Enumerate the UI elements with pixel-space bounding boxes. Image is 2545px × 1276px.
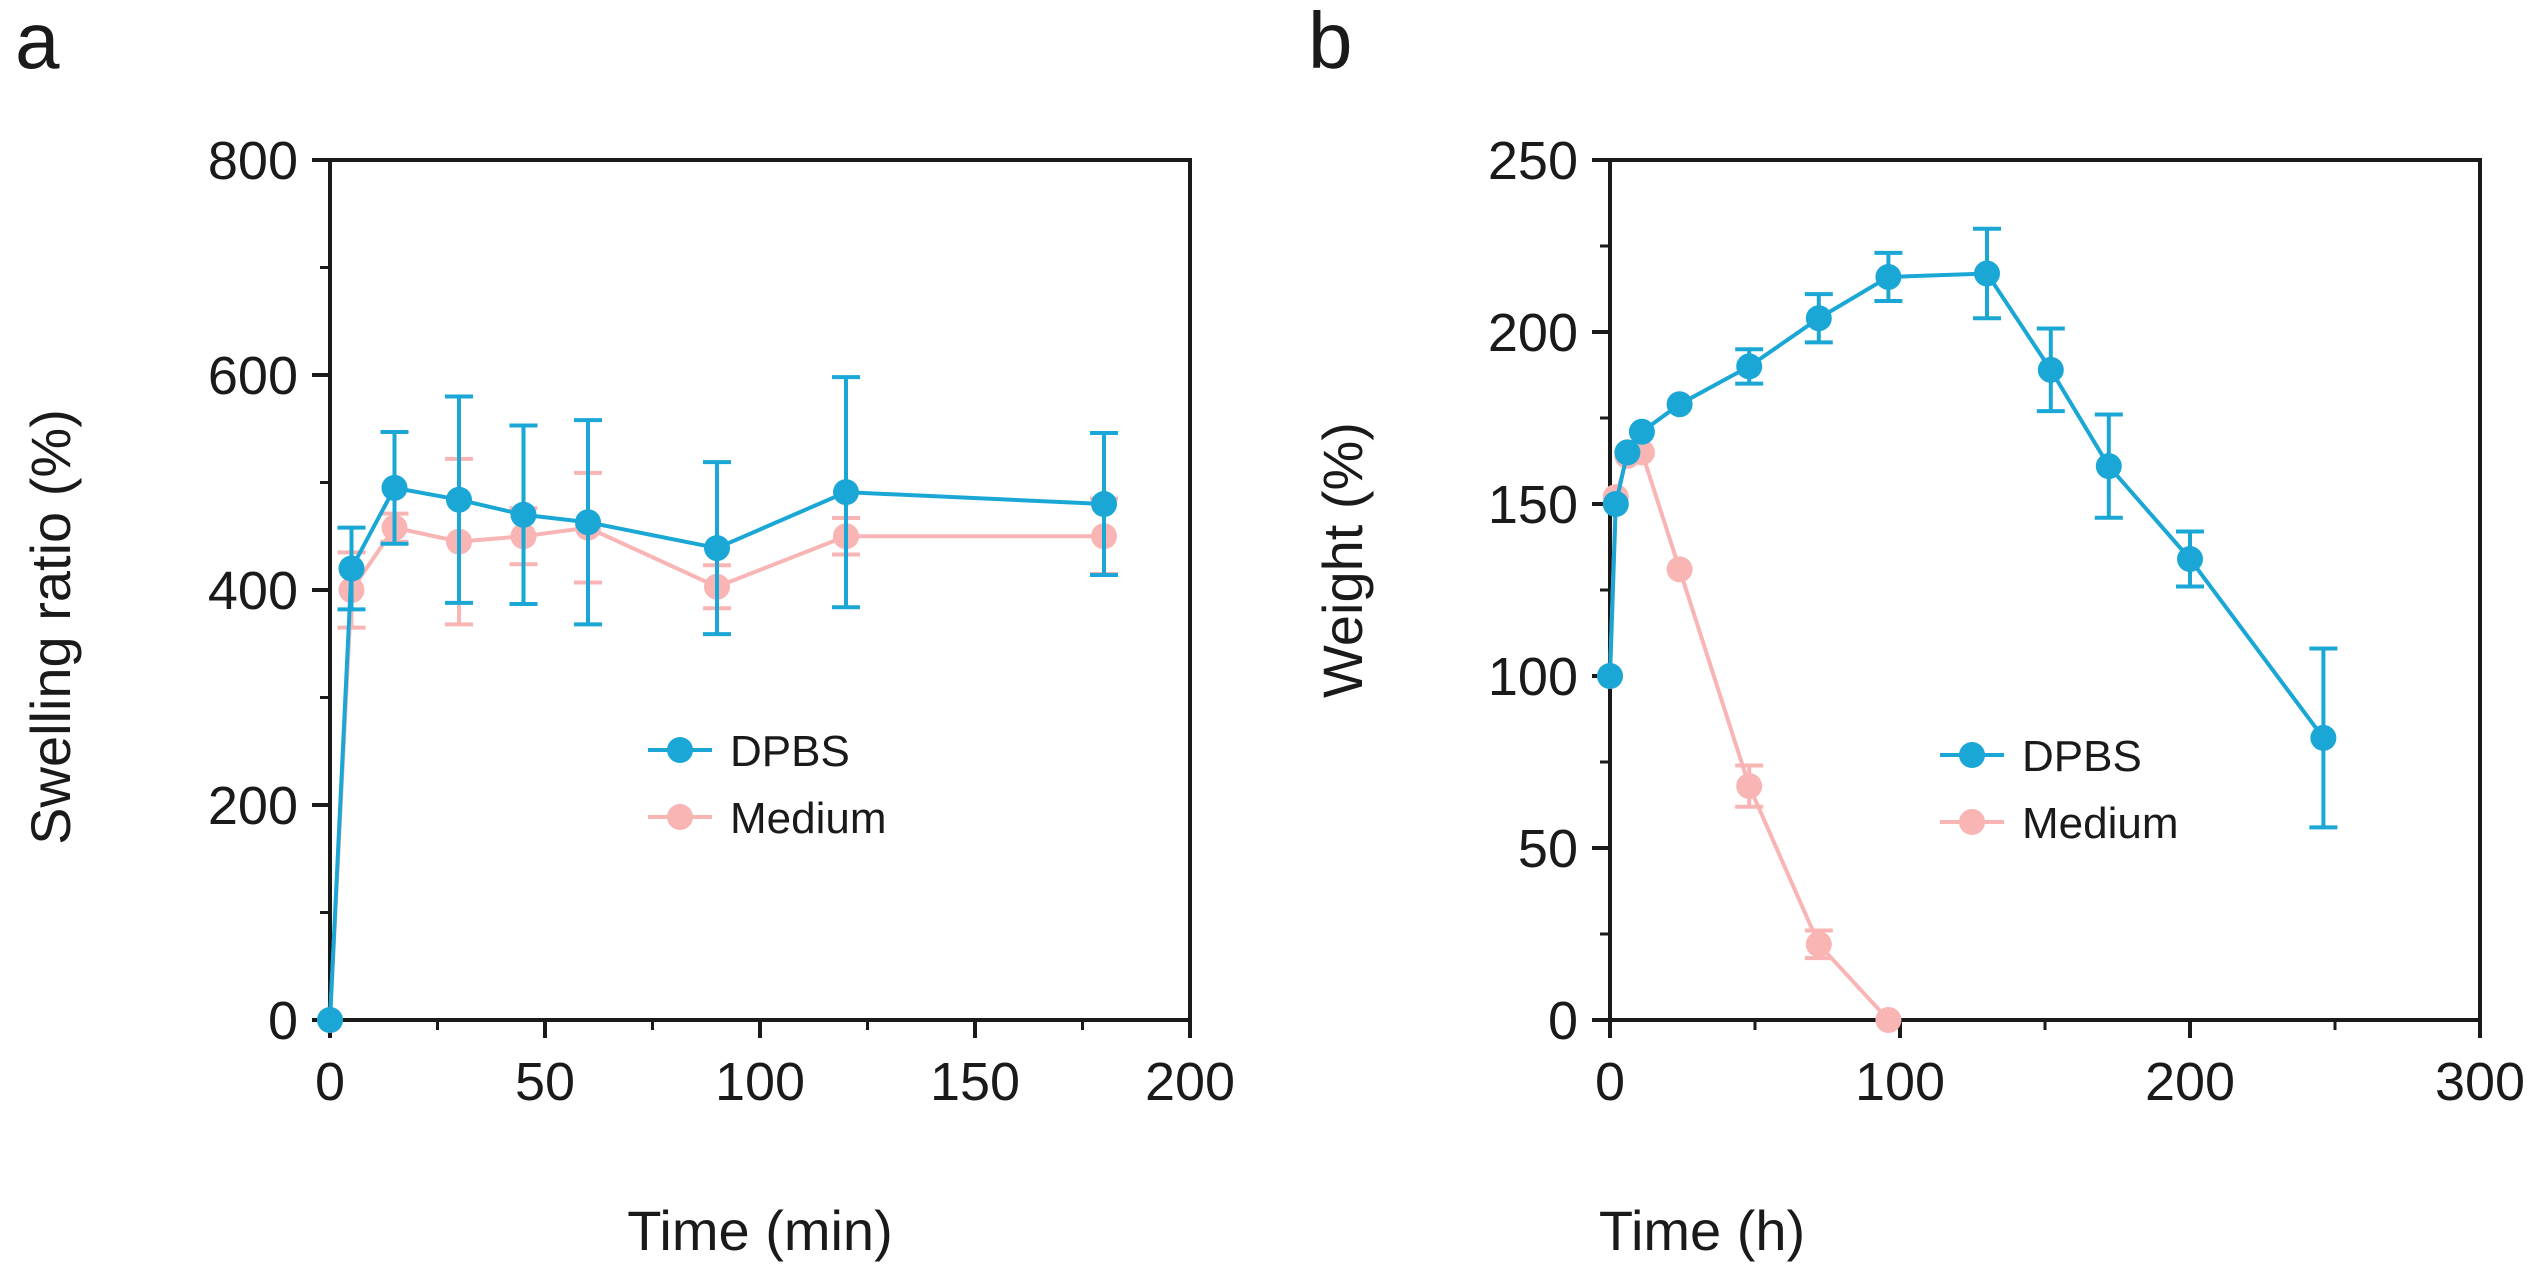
legend-item-medium: Medium	[1940, 799, 2179, 848]
x-tick-label: 150	[930, 1052, 1020, 1112]
y-tick-label: 800	[208, 131, 298, 191]
dpbs-point	[1091, 491, 1117, 517]
panel-b-y-axis-label: Weight (%)	[1311, 422, 1374, 698]
panel-a-plot-area	[317, 375, 1118, 1033]
legend-swatch-marker	[1959, 742, 1985, 768]
y-tick-label: 0	[268, 991, 298, 1051]
dpbs-line	[1608, 271, 2326, 740]
dpbs-point	[510, 501, 537, 528]
x-tick-label: 300	[2435, 1052, 2525, 1112]
dpbs-point	[2177, 546, 2203, 573]
dpbs-point	[2095, 453, 2122, 480]
medium-line	[1608, 450, 1890, 1022]
dpbs-point	[575, 509, 601, 536]
panel-b-letter: b	[1308, 0, 1353, 85]
panel-a-legend: DPBS Medium	[648, 727, 887, 843]
y-tick-label: 600	[208, 346, 298, 406]
dpbs-point	[1597, 663, 1623, 689]
panel-a-letter: a	[15, 0, 60, 85]
y-tick-label: 400	[208, 561, 298, 621]
y-tick-label: 50	[1518, 819, 1578, 879]
dpbs-point	[1736, 353, 1763, 380]
dpbs-point	[317, 1007, 343, 1033]
x-tick-label: 0	[315, 1052, 345, 1112]
legend-item-medium: Medium	[648, 794, 887, 843]
y-tick-label: 200	[208, 776, 298, 836]
panel-b-legend: DPBS Medium	[1940, 732, 2179, 848]
dpbs-point	[446, 486, 472, 513]
y-tick-label: 100	[1488, 647, 1578, 707]
dpbs-point	[381, 474, 408, 501]
medium-point	[1736, 773, 1763, 800]
legend-item-dpbs: DPBS	[648, 727, 850, 776]
x-tick-label: 200	[2145, 1052, 2235, 1112]
x-tick-label: 0	[1595, 1052, 1625, 1112]
x-tick-label: 50	[515, 1052, 575, 1112]
legend-label-medium: Medium	[2022, 799, 2179, 848]
dpbs-point	[1602, 491, 1629, 517]
medium-point	[1875, 1007, 1902, 1033]
medium-point	[1805, 931, 1832, 958]
x-tick-label: 100	[715, 1052, 805, 1112]
y-tick-label: 250	[1488, 131, 1578, 191]
x-tick-label: 100	[1855, 1052, 1945, 1112]
panel-b-plot-area	[1597, 226, 2338, 1033]
series-dpbs	[317, 375, 1118, 1033]
legend-swatch-marker	[667, 737, 693, 763]
x-tick-label: 200	[1145, 1052, 1235, 1112]
medium-point	[1666, 556, 1693, 583]
legend-label-medium: Medium	[730, 794, 887, 843]
dpbs-point	[1666, 391, 1693, 418]
legend-swatch-marker	[1959, 809, 1985, 835]
dpbs-point	[2310, 724, 2337, 751]
panel-b-axes: 0 50 100 150 200 250 0 100 200 300	[1488, 131, 2525, 1112]
series-medium	[1597, 439, 1902, 1033]
series-dpbs	[1597, 226, 2338, 830]
dpbs-point	[1974, 260, 2000, 287]
dpbs-point	[338, 555, 365, 582]
dpbs-point	[1628, 418, 1655, 445]
panel-a: a Swelling ratio (%) Time (min) 0 200 400 6…	[15, 0, 1235, 1262]
legend-label-dpbs: DPBS	[730, 727, 850, 776]
panel-a-x-axis-label: Time (min)	[627, 1199, 892, 1262]
panel-b-frame	[1608, 158, 2482, 1022]
dpbs-point	[1805, 305, 1832, 332]
legend-item-dpbs: DPBS	[1940, 732, 2142, 781]
y-tick-label: 0	[1548, 991, 1578, 1051]
y-tick-label: 200	[1488, 303, 1578, 363]
panel-a-axes: 0 200 400 600 800 0 50 100 150 200	[208, 131, 1235, 1112]
dpbs-point	[704, 535, 730, 562]
y-tick-label: 150	[1488, 475, 1578, 535]
dpbs-point	[2037, 356, 2064, 383]
dpbs-point	[1614, 439, 1641, 466]
dpbs-point	[833, 479, 859, 506]
panel-a-y-axis-label: Swelling ratio (%)	[19, 409, 82, 845]
panel-b-x-axis-label: Time (h)	[1599, 1199, 1805, 1262]
dpbs-point	[1875, 263, 1902, 290]
panel-b: b Weight (%) Time (h) 0 50 100 150 200 250 0 10…	[1308, 0, 2525, 1262]
legend-label-dpbs: DPBS	[2022, 732, 2142, 781]
legend-swatch-marker	[667, 804, 693, 830]
